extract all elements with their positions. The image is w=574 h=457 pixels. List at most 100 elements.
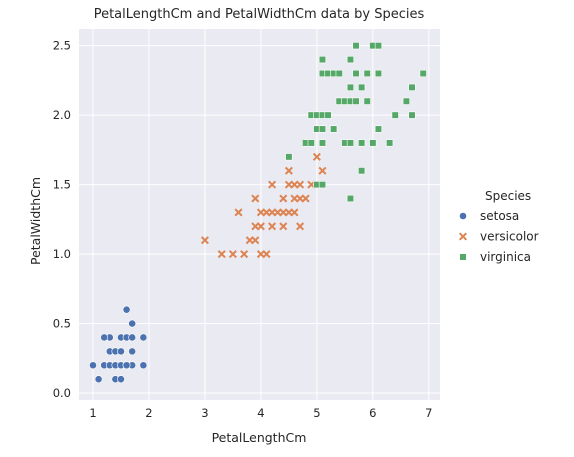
virginica-point — [374, 125, 383, 133]
setosa-point — [128, 333, 137, 342]
y-tick-label: 1.0 — [53, 247, 71, 261]
legend: Species setosa versicolor virginica — [458, 189, 539, 264]
setosa-point — [122, 361, 131, 370]
setosa-point — [139, 361, 148, 370]
virginica-point — [318, 125, 327, 133]
versicolor-point — [240, 250, 249, 259]
legend-items: setosa versicolor virginica — [458, 209, 539, 264]
versicolor-point — [251, 222, 260, 231]
versicolor-point — [268, 222, 277, 231]
versicolor-point — [268, 180, 277, 189]
legend-marker-setosa — [459, 212, 467, 220]
legend-label-virginica: virginica — [480, 250, 531, 264]
legend-item-virginica: virginica — [459, 250, 531, 264]
versicolor-point — [296, 194, 305, 203]
versicolor-point — [262, 208, 271, 217]
setosa-point — [89, 361, 97, 370]
virginica-point — [330, 125, 338, 133]
virginica-point — [346, 194, 355, 203]
virginica-point — [352, 42, 360, 50]
x-tick-label: 5 — [313, 406, 320, 420]
data-points — [89, 42, 427, 384]
versicolor-point — [200, 236, 209, 245]
virginica-point — [369, 139, 377, 147]
versicolor-point — [284, 166, 293, 175]
legend-item-versicolor: versicolor — [458, 230, 539, 244]
chart-title: PetalLengthCm and PetalWidthCm data by S… — [94, 7, 425, 22]
virginica-point — [358, 83, 366, 91]
virginica-point — [285, 153, 293, 161]
versicolor-point — [273, 208, 282, 217]
legend-marker-virginica — [459, 253, 467, 261]
virginica-point — [374, 69, 383, 78]
y-tick-label: 0.0 — [53, 386, 71, 400]
versicolor-point — [290, 194, 299, 203]
virginica-point — [419, 69, 427, 78]
versicolor-point — [307, 180, 316, 189]
versicolor-point — [262, 250, 271, 259]
setosa-point — [94, 375, 103, 384]
virginica-point — [352, 97, 360, 105]
versicolor-point — [245, 236, 254, 245]
virginica-point — [408, 111, 416, 119]
x-tick-label: 2 — [145, 406, 152, 420]
y-axis-label: PetalWidthCm — [28, 177, 43, 265]
versicolor-point — [284, 180, 293, 189]
setosa-point — [117, 375, 125, 384]
virginica-point — [318, 181, 327, 189]
virginica-point — [346, 139, 355, 147]
legend-label-versicolor: versicolor — [480, 230, 539, 244]
versicolor-point — [251, 236, 260, 245]
setosa-point — [100, 333, 109, 342]
virginica-point — [374, 42, 383, 50]
versicolor-point — [290, 180, 299, 189]
y-tick-label: 1.5 — [53, 178, 71, 192]
versicolor-point — [284, 208, 293, 217]
setosa-point — [139, 333, 148, 342]
y-tick-label: 0.5 — [53, 317, 71, 331]
versicolor-point — [301, 194, 310, 203]
versicolor-point — [318, 166, 327, 175]
virginica-point — [391, 111, 399, 119]
setosa-point — [128, 319, 137, 328]
virginica-point — [402, 97, 411, 105]
versicolor-point — [279, 194, 288, 203]
versicolor-point — [279, 208, 288, 217]
virginica-point — [358, 139, 366, 147]
setosa-point — [128, 347, 137, 356]
versicolor-point — [279, 222, 288, 231]
x-axis-label: PetalLengthCm — [212, 430, 307, 445]
versicolor-point — [296, 222, 305, 231]
versicolor-point — [268, 208, 277, 217]
x-tick-label: 6 — [369, 406, 376, 420]
virginica-point — [335, 69, 343, 78]
series-versicolor — [200, 138, 327, 259]
virginica-point — [408, 83, 416, 91]
versicolor-point — [256, 222, 265, 231]
versicolor-point — [251, 194, 260, 203]
versicolor-point — [312, 152, 321, 161]
legend-label-setosa: setosa — [480, 209, 519, 223]
virginica-point — [363, 69, 371, 78]
virginica-point — [352, 69, 360, 78]
versicolor-point — [228, 250, 237, 259]
virginica-point — [307, 139, 315, 147]
versicolor-point — [256, 250, 265, 259]
versicolor-point — [296, 180, 305, 189]
x-tick-label: 4 — [257, 406, 264, 420]
legend-marker-versicolor — [458, 232, 468, 241]
x-tick-label: 3 — [201, 406, 208, 420]
versicolor-point — [256, 208, 265, 217]
versicolor-point — [217, 250, 226, 259]
setosa-point — [122, 305, 131, 314]
virginica-point — [386, 139, 394, 147]
legend-title: Species — [485, 189, 531, 203]
virginica-point — [346, 83, 355, 91]
versicolor-point — [234, 208, 243, 217]
x-tick-label: 1 — [89, 406, 96, 420]
versicolor-point — [290, 208, 299, 217]
virginica-point — [363, 97, 371, 105]
virginica-point — [318, 55, 327, 64]
virginica-point — [324, 111, 332, 119]
